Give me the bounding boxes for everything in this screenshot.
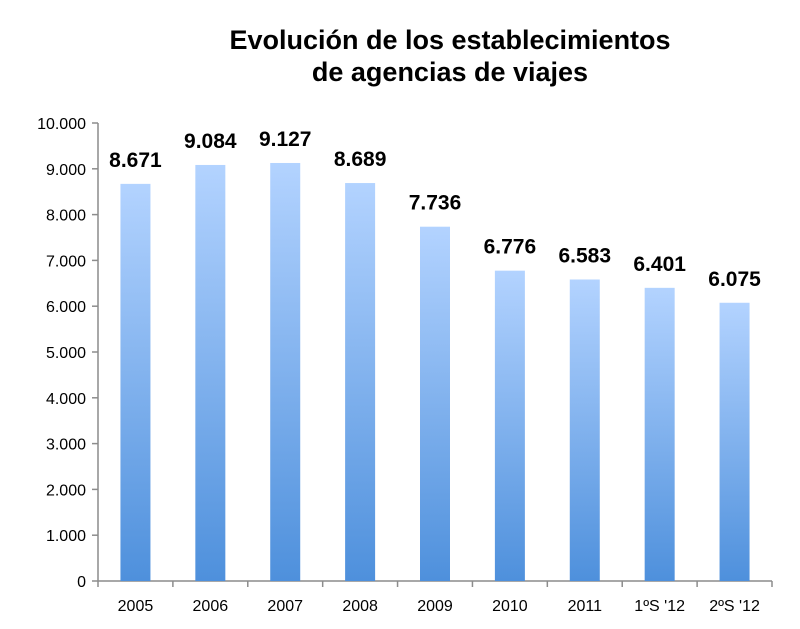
y-tick-label: 3.000	[46, 437, 86, 454]
x-tick-label: 1ºS '12	[634, 598, 685, 615]
data-label: 8.671	[109, 149, 162, 172]
y-tick-label: 7.000	[46, 253, 86, 270]
bar	[644, 287, 675, 581]
chart-title: Evolución de los establecimientos de age…	[150, 24, 750, 88]
data-label: 8.689	[334, 148, 387, 171]
bar	[270, 162, 301, 581]
x-tick-label: 2005	[118, 598, 154, 615]
x-tick-label: 2006	[193, 598, 229, 615]
y-tick-label: 8.000	[46, 208, 86, 225]
data-label: 7.736	[409, 192, 462, 215]
x-tick-label: 2ºS '12	[709, 598, 760, 615]
y-tick-label: 6.000	[46, 299, 86, 316]
y-tick-label: 2.000	[46, 482, 86, 499]
bar	[569, 279, 600, 581]
y-tick-label: 1.000	[46, 528, 86, 545]
data-label: 9.127	[259, 128, 312, 151]
y-tick-label: 9.000	[46, 162, 86, 179]
bar	[719, 302, 750, 581]
y-tick-label: 5.000	[46, 345, 86, 362]
y-tick-label: 0	[77, 574, 86, 591]
x-tick-label: 2011	[568, 598, 603, 615]
data-label: 6.401	[633, 253, 686, 276]
bar	[345, 183, 376, 581]
data-label: 6.776	[484, 236, 537, 259]
x-tick-label: 2009	[417, 598, 453, 615]
bar	[120, 183, 151, 581]
x-tick-label: 2008	[342, 598, 378, 615]
y-tick-label: 10.000	[37, 116, 86, 133]
data-label: 9.084	[184, 130, 237, 153]
bar	[420, 226, 450, 581]
chart-title-line-1: Evolución de los establecimientos	[229, 25, 671, 55]
data-label: 6.075	[708, 268, 761, 291]
bar	[195, 164, 226, 581]
chart-title-line-2: de agencias de viajes	[311, 57, 589, 87]
y-tick-label: 4.000	[46, 391, 86, 408]
data-label: 6.583	[558, 244, 611, 267]
x-tick-label: 2007	[267, 598, 303, 615]
x-tick-label: 2010	[492, 598, 528, 615]
bar	[494, 270, 525, 581]
